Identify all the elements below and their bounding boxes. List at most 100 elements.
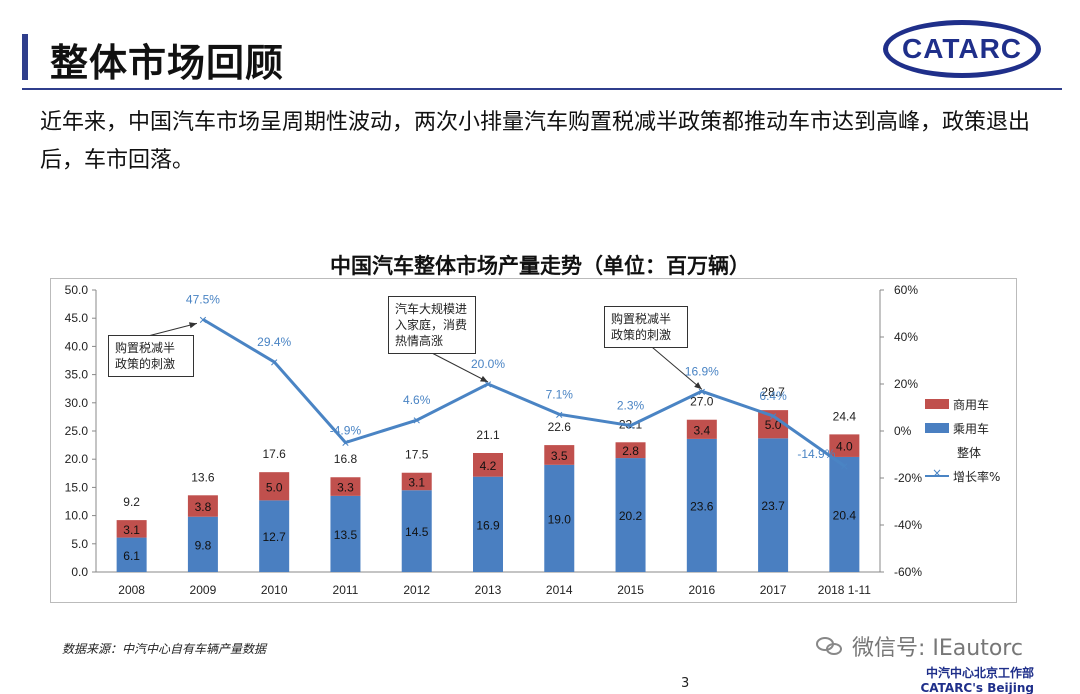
x-tick-label: 2011 bbox=[333, 583, 359, 597]
label-passenger: 13.5 bbox=[334, 528, 358, 542]
wechat-icon bbox=[816, 635, 844, 657]
growth-label: 29.4% bbox=[257, 335, 291, 349]
label-passenger: 6.1 bbox=[123, 549, 140, 563]
legend-label-commercial: 商用车 bbox=[953, 397, 990, 412]
label-total: 17.6 bbox=[263, 447, 287, 461]
label-commercial: 3.8 bbox=[195, 500, 212, 514]
bar-passenger bbox=[259, 500, 290, 572]
x-tick-label: 2016 bbox=[688, 583, 715, 597]
intro-paragraph: 近年来，中国汽车市场呈周期性波动，两次小排量汽车购置税减半政策都推动车市达到高峰… bbox=[40, 110, 1031, 173]
growth-marker: × bbox=[341, 435, 349, 451]
callout-arrow-2016-head bbox=[694, 382, 702, 390]
legend-passenger: 乘用车 bbox=[925, 416, 1000, 440]
growth-label: 2.3% bbox=[617, 399, 645, 413]
callout-2009: 购置税减半 政策的刺激 bbox=[108, 335, 194, 377]
bar-commercial bbox=[544, 445, 575, 465]
callout-arrow-2013-head bbox=[480, 375, 488, 382]
growth-marker: × bbox=[555, 406, 563, 422]
growth-marker: × bbox=[199, 311, 207, 327]
catarc-logo: CATARC bbox=[883, 20, 1041, 78]
growth-marker: × bbox=[484, 376, 492, 392]
label-commercial: 2.8 bbox=[622, 444, 639, 458]
footer-org-en: CATARC's Beijing Operations bbox=[920, 681, 1034, 694]
label-passenger: 20.2 bbox=[619, 509, 643, 523]
legend-label-passenger: 乘用车 bbox=[953, 421, 990, 436]
data-source: 数据来源：中汽中心自有车辆产量数据 bbox=[62, 642, 267, 656]
y2-tick-label: -40% bbox=[894, 518, 922, 532]
label-total: 28.7 bbox=[761, 385, 785, 399]
bar-commercial bbox=[615, 442, 646, 459]
wechat-id: 微信号: IEautorc bbox=[852, 636, 1023, 661]
legend-commercial: 商用车 bbox=[925, 392, 1000, 416]
label-passenger: 12.7 bbox=[263, 530, 287, 544]
bar-commercial bbox=[401, 472, 432, 491]
bar-passenger bbox=[473, 476, 503, 572]
wechat-watermark: 微信号: IEautorc bbox=[816, 630, 1023, 662]
y-tick-label: 50.0 bbox=[65, 283, 89, 297]
label-passenger: 23.6 bbox=[690, 499, 714, 513]
bar-commercial bbox=[330, 477, 361, 496]
label-passenger: 14.5 bbox=[405, 525, 429, 539]
bar-commercial bbox=[686, 419, 717, 439]
x-tick-label: 2018 1-11 bbox=[818, 583, 871, 597]
bar-passenger bbox=[686, 438, 717, 572]
bar-passenger bbox=[187, 516, 218, 572]
bar-passenger bbox=[544, 464, 575, 572]
label-total: 17.5 bbox=[405, 448, 429, 462]
y-tick-label: 20.0 bbox=[65, 452, 89, 466]
growth-label: 20.0% bbox=[471, 357, 505, 371]
chart-title: 中国汽车整体市场产量走势（单位：百万辆） bbox=[330, 254, 750, 278]
legend-total: 整体 bbox=[925, 440, 1000, 464]
x-tick-label: 2017 bbox=[760, 583, 787, 597]
label-passenger: 19.0 bbox=[548, 512, 572, 526]
label-commercial: 3.3 bbox=[337, 481, 354, 495]
label-total: 9.2 bbox=[123, 495, 140, 509]
callout-arrow-2013 bbox=[429, 351, 489, 383]
x-tick-label: 2012 bbox=[403, 583, 430, 597]
bar-passenger bbox=[401, 490, 432, 572]
chart-legend: 商用车 乘用车 整体 增长率% bbox=[925, 392, 1000, 488]
legend-line-growth bbox=[925, 466, 949, 481]
growth-marker: × bbox=[840, 458, 848, 474]
callout-arrow-2009 bbox=[147, 322, 198, 337]
y-tick-label: 10.0 bbox=[65, 509, 89, 523]
legend-swatch-passenger bbox=[925, 423, 949, 433]
callout-arrow-2009-head bbox=[188, 322, 197, 329]
label-passenger: 16.9 bbox=[476, 518, 500, 532]
y-tick-label: 25.0 bbox=[65, 424, 89, 438]
label-commercial: 3.1 bbox=[123, 523, 140, 537]
growth-label: 7.1% bbox=[546, 387, 574, 401]
x-tick-label: 2010 bbox=[261, 583, 288, 597]
label-total: 24.4 bbox=[833, 409, 857, 423]
footer-org-cn: 中汽中心北京工作部 bbox=[925, 666, 1034, 680]
label-passenger: 23.7 bbox=[761, 499, 785, 513]
label-total: 22.6 bbox=[548, 420, 572, 434]
label-commercial: 3.4 bbox=[693, 423, 710, 437]
x-tick-label: 2014 bbox=[546, 583, 573, 597]
growth-label: 4.6% bbox=[403, 393, 431, 407]
chart-frame bbox=[50, 278, 1017, 603]
growth-label: 47.5% bbox=[186, 292, 220, 306]
bar-commercial bbox=[187, 495, 218, 517]
y2-tick-label: -20% bbox=[894, 471, 922, 485]
y-tick-label: 40.0 bbox=[65, 339, 89, 353]
legend-swatch-commercial bbox=[925, 399, 949, 409]
x-tick-label: 2009 bbox=[190, 583, 217, 597]
label-passenger: 9.8 bbox=[195, 538, 212, 552]
y-tick-label: 45.0 bbox=[65, 311, 89, 325]
legend-growth: 增长率% bbox=[925, 464, 1000, 488]
callout-2016: 购置税减半 政策的刺激 bbox=[604, 306, 688, 348]
y2-tick-label: 40% bbox=[894, 330, 918, 344]
bar-commercial bbox=[473, 452, 503, 477]
bar-passenger bbox=[829, 456, 860, 572]
y-tick-label: 30.0 bbox=[65, 396, 89, 410]
label-total: 21.1 bbox=[476, 428, 500, 442]
growth-marker: × bbox=[270, 354, 278, 370]
page-number: 3 bbox=[681, 676, 690, 691]
bar-passenger bbox=[615, 458, 646, 572]
label-passenger: 20.4 bbox=[833, 508, 857, 522]
label-total: 27.0 bbox=[690, 395, 714, 409]
y2-tick-label: -60% bbox=[894, 565, 922, 579]
label-commercial: 5.0 bbox=[765, 418, 782, 432]
